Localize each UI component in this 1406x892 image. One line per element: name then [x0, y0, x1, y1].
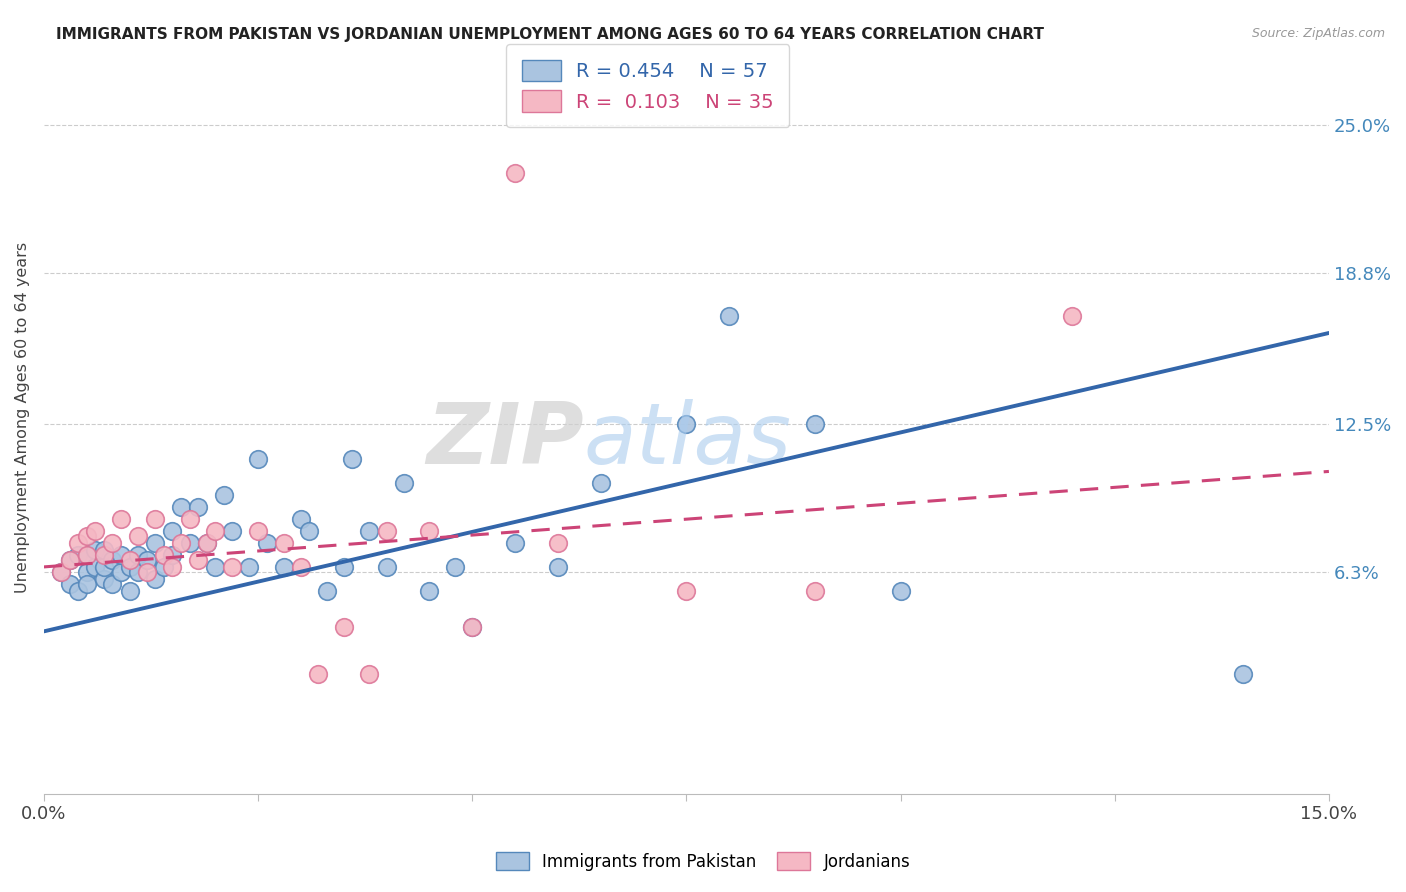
Point: [76, 548, 98, 562]
Point: [58, 553, 80, 567]
Point: [675, 417, 697, 431]
Point: [195, 536, 218, 550]
Point: [804, 417, 827, 431]
Point: [212, 488, 235, 502]
Point: [76, 529, 98, 543]
Point: [503, 536, 526, 550]
Y-axis label: Unemployment Among Ages 60 to 64 years: Unemployment Among Ages 60 to 64 years: [15, 242, 30, 593]
Point: [273, 560, 295, 574]
Point: [375, 560, 398, 574]
Point: [170, 500, 193, 515]
Point: [93, 543, 115, 558]
Point: [332, 619, 354, 633]
Point: [307, 667, 329, 681]
Point: [298, 524, 321, 538]
Point: [84, 543, 107, 558]
Point: [187, 553, 209, 567]
Point: [418, 583, 440, 598]
Point: [118, 560, 141, 574]
Point: [101, 536, 124, 550]
Point: [179, 536, 201, 550]
Point: [118, 583, 141, 598]
Point: [162, 560, 184, 574]
Point: [461, 619, 484, 633]
Point: [110, 565, 132, 579]
Point: [76, 576, 98, 591]
Point: [890, 583, 912, 598]
Point: [67, 548, 90, 562]
Point: [49, 565, 72, 579]
Point: [67, 583, 90, 598]
Point: [110, 512, 132, 526]
Point: [221, 560, 243, 574]
Point: [375, 524, 398, 538]
Point: [273, 536, 295, 550]
Point: [49, 565, 72, 579]
Point: [93, 548, 115, 562]
Point: [547, 536, 569, 550]
Point: [589, 476, 612, 491]
Point: [153, 560, 176, 574]
Point: [93, 572, 115, 586]
Point: [804, 583, 827, 598]
Point: [162, 548, 184, 562]
Point: [127, 548, 149, 562]
Point: [76, 565, 98, 579]
Point: [247, 452, 270, 467]
Point: [153, 548, 176, 562]
Point: [1060, 310, 1083, 324]
Point: [101, 553, 124, 567]
Point: [418, 524, 440, 538]
Point: [84, 524, 107, 538]
Point: [359, 524, 381, 538]
Point: [290, 512, 312, 526]
Point: [332, 560, 354, 574]
Point: [238, 560, 260, 574]
Point: [718, 310, 741, 324]
Point: [392, 476, 415, 491]
Text: atlas: atlas: [583, 399, 792, 482]
Point: [101, 576, 124, 591]
Point: [444, 560, 467, 574]
Point: [110, 548, 132, 562]
Point: [675, 583, 697, 598]
Point: [461, 619, 484, 633]
Text: ZIP: ZIP: [426, 399, 583, 482]
Point: [76, 548, 98, 562]
Point: [118, 553, 141, 567]
Point: [162, 524, 184, 538]
Point: [93, 560, 115, 574]
Text: IMMIGRANTS FROM PAKISTAN VS JORDANIAN UNEMPLOYMENT AMONG AGES 60 TO 64 YEARS COR: IMMIGRANTS FROM PAKISTAN VS JORDANIAN UN…: [56, 27, 1045, 42]
Point: [315, 583, 337, 598]
Point: [204, 560, 226, 574]
Point: [503, 166, 526, 180]
Point: [58, 576, 80, 591]
Point: [204, 524, 226, 538]
Point: [127, 529, 149, 543]
Point: [256, 536, 278, 550]
Point: [342, 452, 364, 467]
Point: [58, 553, 80, 567]
Point: [247, 524, 270, 538]
Point: [170, 536, 193, 550]
Point: [143, 572, 166, 586]
Point: [221, 524, 243, 538]
Point: [84, 560, 107, 574]
Point: [135, 553, 157, 567]
Legend: R = 0.454    N = 57, R =  0.103    N = 35: R = 0.454 N = 57, R = 0.103 N = 35: [506, 44, 789, 128]
Text: Source: ZipAtlas.com: Source: ZipAtlas.com: [1251, 27, 1385, 40]
Point: [195, 536, 218, 550]
Point: [67, 536, 90, 550]
Point: [127, 565, 149, 579]
Point: [1232, 667, 1254, 681]
Point: [547, 560, 569, 574]
Point: [143, 512, 166, 526]
Point: [179, 512, 201, 526]
Point: [290, 560, 312, 574]
Legend: Immigrants from Pakistan, Jordanians: Immigrants from Pakistan, Jordanians: [488, 844, 918, 880]
Point: [135, 565, 157, 579]
Point: [187, 500, 209, 515]
Point: [359, 667, 381, 681]
Point: [143, 536, 166, 550]
